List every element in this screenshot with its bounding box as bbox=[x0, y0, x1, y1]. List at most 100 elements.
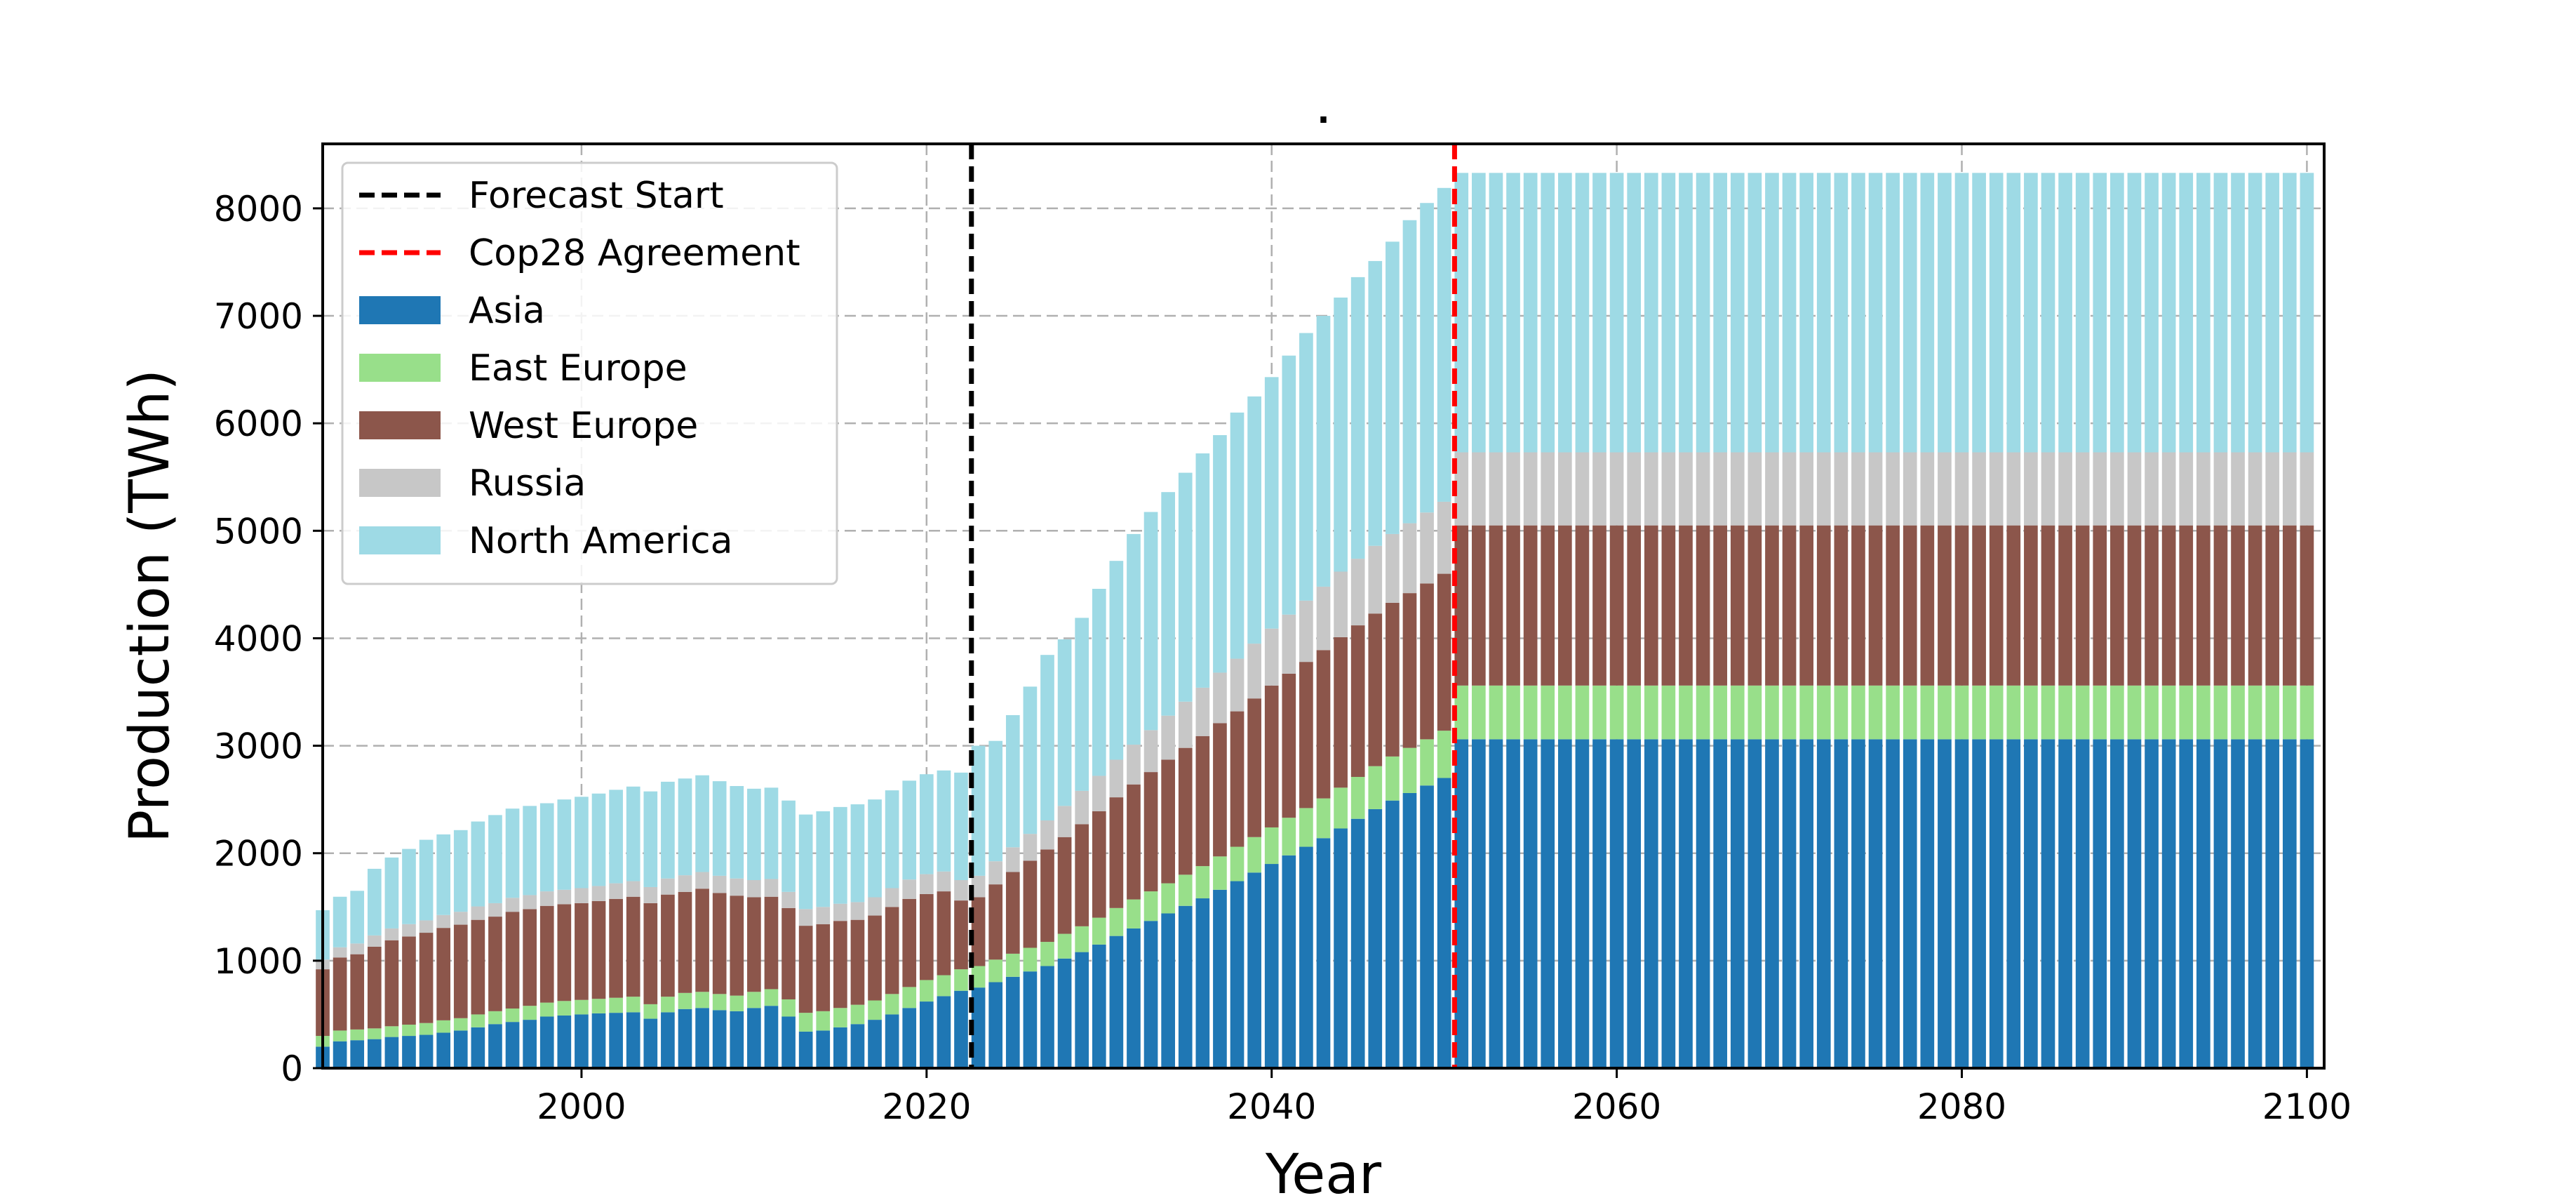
bar-russia-2092 bbox=[2161, 452, 2176, 526]
bar-west-europe-2097 bbox=[2248, 525, 2262, 686]
bar-east-europe-2019 bbox=[902, 987, 917, 1009]
bar-russia-2054 bbox=[1506, 452, 1520, 526]
bar-west-europe-1997 bbox=[523, 909, 537, 1006]
bar-north-america-2009 bbox=[730, 786, 744, 879]
bar-east-europe-1998 bbox=[539, 1002, 554, 1017]
bar-asia-2016 bbox=[850, 1024, 865, 1068]
bar-east-europe-2070 bbox=[1782, 685, 1797, 740]
bar-east-europe-2076 bbox=[1886, 685, 1900, 740]
bar-west-europe-2099 bbox=[2282, 525, 2297, 686]
bar-russia-2026 bbox=[1023, 834, 1038, 861]
bar-west-europe-2058 bbox=[1575, 525, 1590, 686]
bar-east-europe-2083 bbox=[2006, 685, 2021, 740]
bar-west-europe-2079 bbox=[1938, 525, 1952, 686]
bar-asia-1992 bbox=[436, 1032, 451, 1068]
bar-asia-1999 bbox=[557, 1015, 572, 1068]
bar-west-europe-2087 bbox=[2075, 525, 2090, 686]
bar-asia-2071 bbox=[1799, 739, 1813, 1068]
bar-russia-1995 bbox=[488, 903, 502, 917]
bar-russia-2089 bbox=[2110, 452, 2124, 526]
bar-russia-2016 bbox=[850, 902, 865, 920]
bar-west-europe-1990 bbox=[402, 936, 416, 1025]
bar-east-europe-2040 bbox=[1264, 827, 1279, 865]
bar-north-america-2028 bbox=[1057, 639, 1072, 806]
bar-asia-2020 bbox=[919, 1001, 934, 1068]
bar-north-america-2078 bbox=[1920, 173, 1935, 453]
bar-east-europe-2058 bbox=[1575, 685, 1590, 740]
bar-asia-2043 bbox=[1316, 838, 1331, 1068]
bar-russia-2024 bbox=[988, 861, 1003, 885]
bar-west-europe-2045 bbox=[1350, 625, 1365, 777]
bar-russia-2063 bbox=[1661, 452, 1676, 526]
bar-russia-2022 bbox=[954, 880, 968, 901]
bar-asia-2082 bbox=[1989, 739, 2004, 1068]
bar-asia-2037 bbox=[1213, 889, 1227, 1068]
bar-east-europe-2004 bbox=[643, 1004, 658, 1019]
bar-east-europe-2073 bbox=[1834, 685, 1849, 740]
bar-russia-2012 bbox=[781, 891, 796, 908]
bar-north-america-2043 bbox=[1316, 316, 1331, 587]
bar-west-europe-2035 bbox=[1178, 747, 1193, 875]
bar-west-europe-2059 bbox=[1592, 525, 1606, 686]
bar-asia-1988 bbox=[367, 1039, 382, 1068]
bar-russia-2027 bbox=[1040, 820, 1054, 850]
bar-asia-2026 bbox=[1023, 971, 1038, 1068]
bar-north-america-1990 bbox=[402, 848, 416, 924]
bar-russia-1988 bbox=[367, 935, 382, 947]
bar-asia-2099 bbox=[2282, 739, 2297, 1068]
bar-east-europe-2030 bbox=[1092, 917, 1106, 945]
bar-asia-2003 bbox=[626, 1012, 640, 1068]
bar-east-europe-2088 bbox=[2093, 685, 2107, 740]
bar-asia-2055 bbox=[1523, 739, 1538, 1068]
bar-north-america-2067 bbox=[1730, 173, 1745, 453]
bar-west-europe-2086 bbox=[2058, 525, 2072, 686]
bar-russia-2065 bbox=[1696, 452, 1710, 526]
bar-west-europe-2039 bbox=[1247, 698, 1261, 837]
bar-north-america-1997 bbox=[523, 806, 537, 896]
bar-russia-2094 bbox=[2196, 452, 2211, 526]
bar-west-europe-2022 bbox=[954, 900, 968, 970]
bar-russia-2002 bbox=[609, 883, 623, 899]
bar-asia-2015 bbox=[833, 1027, 847, 1068]
bar-east-europe-2032 bbox=[1127, 899, 1141, 929]
bar-east-europe-2045 bbox=[1350, 776, 1365, 819]
bar-west-europe-2010 bbox=[747, 897, 761, 992]
bar-asia-2093 bbox=[2179, 739, 2194, 1068]
bar-asia-2006 bbox=[678, 1009, 692, 1068]
bar-east-europe-2020 bbox=[919, 980, 934, 1002]
bar-east-europe-2098 bbox=[2265, 685, 2280, 740]
bar-north-america-2050 bbox=[1437, 187, 1451, 502]
bar-north-america-2038 bbox=[1230, 412, 1245, 659]
bar-east-europe-2063 bbox=[1661, 685, 1676, 740]
bar-east-europe-1988 bbox=[367, 1028, 382, 1039]
bar-north-america-2080 bbox=[1954, 173, 1969, 453]
bar-asia-2057 bbox=[1557, 739, 1572, 1068]
legend-label-cop28-agreement: Cop28 Agreement bbox=[469, 232, 800, 274]
bar-west-europe-2089 bbox=[2110, 525, 2124, 686]
bar-east-europe-2055 bbox=[1523, 685, 1538, 740]
bar-asia-1993 bbox=[453, 1030, 468, 1068]
bar-west-europe-1986 bbox=[333, 957, 347, 1031]
bar-east-europe-2008 bbox=[712, 994, 727, 1011]
bar-north-america-2076 bbox=[1886, 173, 1900, 453]
bar-russia-2091 bbox=[2145, 452, 2159, 526]
bar-west-europe-1987 bbox=[350, 954, 365, 1030]
bar-asia-2075 bbox=[1868, 739, 1883, 1068]
bar-russia-2066 bbox=[1713, 452, 1728, 526]
bar-east-europe-2050 bbox=[1437, 731, 1451, 778]
legend-label-north-america: North America bbox=[469, 520, 732, 562]
bar-russia-2042 bbox=[1299, 600, 1313, 663]
bar-east-europe-2051 bbox=[1454, 685, 1469, 740]
bar-east-europe-2074 bbox=[1851, 685, 1865, 740]
legend-swatch-russia bbox=[359, 469, 441, 497]
bar-russia-2038 bbox=[1230, 658, 1245, 712]
bar-west-europe-2038 bbox=[1230, 711, 1245, 847]
bar-east-europe-2036 bbox=[1195, 866, 1210, 899]
bar-asia-2073 bbox=[1834, 739, 1849, 1068]
bar-asia-2019 bbox=[902, 1008, 917, 1068]
x-axis-label: Year bbox=[1265, 1143, 1382, 1198]
bar-russia-2100 bbox=[2300, 452, 2314, 526]
bar-north-america-2040 bbox=[1264, 377, 1279, 629]
legend-label-west-europe: West Europe bbox=[469, 405, 698, 447]
bar-asia-2056 bbox=[1541, 739, 1555, 1068]
